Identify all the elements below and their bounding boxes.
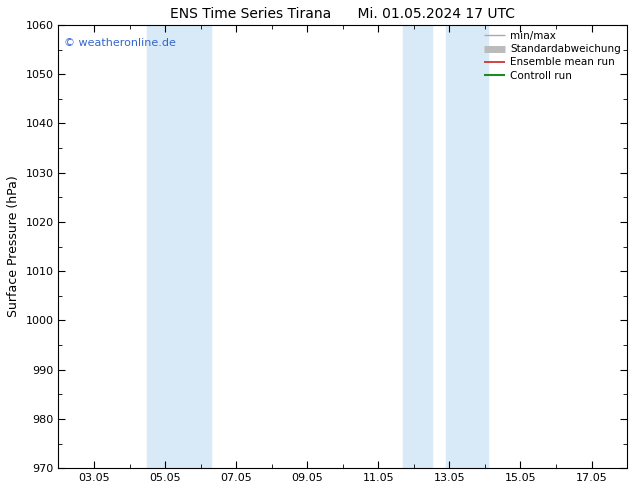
Y-axis label: Surface Pressure (hPa): Surface Pressure (hPa) xyxy=(7,176,20,318)
Legend: min/max, Standardabweichung, Ensemble mean run, Controll run: min/max, Standardabweichung, Ensemble me… xyxy=(480,27,625,85)
Bar xyxy=(446,25,488,468)
Bar xyxy=(403,25,432,468)
Text: © weatheronline.de: © weatheronline.de xyxy=(64,38,176,48)
Title: ENS Time Series Tirana      Mi. 01.05.2024 17 UTC: ENS Time Series Tirana Mi. 01.05.2024 17… xyxy=(171,7,515,21)
Bar xyxy=(147,25,211,468)
